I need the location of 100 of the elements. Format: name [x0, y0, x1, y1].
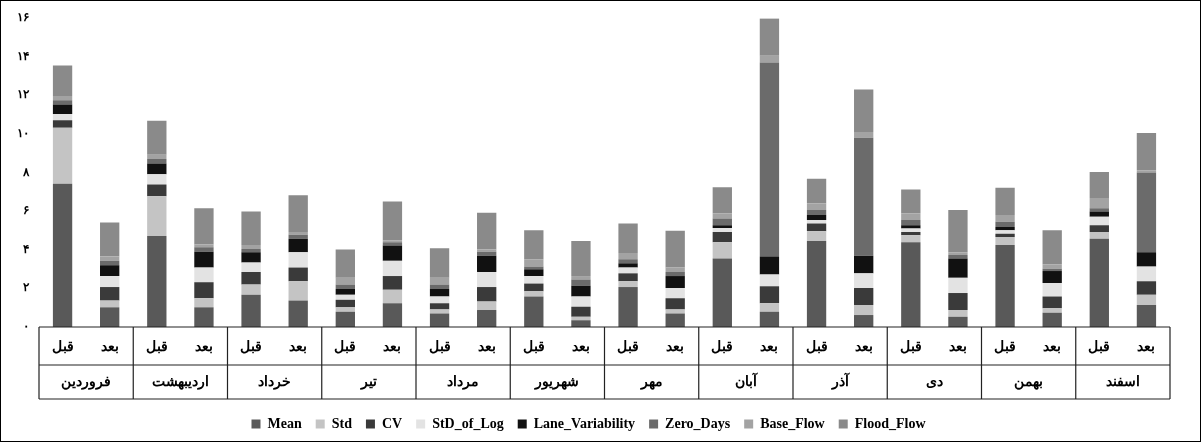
bar [241, 252, 261, 263]
bar [759, 18, 780, 56]
bar [477, 272, 497, 288]
bar [194, 267, 214, 283]
bar [241, 211, 261, 245]
bar [382, 289, 403, 304]
text: اسفند [1105, 373, 1140, 389]
bar [477, 301, 497, 311]
x-tick-label: قبل [240, 339, 263, 355]
bar [901, 220, 921, 226]
bar [995, 233, 1015, 238]
bar [1136, 266, 1157, 282]
bar [382, 201, 403, 241]
bar [995, 244, 1015, 327]
bar [1136, 172, 1157, 253]
text: آذر [830, 371, 850, 390]
bar [759, 286, 780, 304]
text: دی [925, 373, 943, 389]
bar [100, 265, 120, 277]
bar [1136, 252, 1157, 267]
bar [288, 281, 308, 301]
bar [712, 213, 732, 219]
bar [618, 263, 638, 268]
bar [100, 276, 120, 288]
bar [1136, 170, 1157, 173]
bar [665, 309, 685, 314]
x-tick-label: بعد [477, 339, 496, 355]
x-tick-label: بعد [854, 339, 873, 355]
bar [618, 281, 638, 288]
bar [1089, 172, 1109, 199]
bar [524, 291, 544, 297]
bar [1089, 208, 1109, 212]
legend-label: Mean [267, 415, 302, 431]
text: شهریور [534, 373, 580, 390]
bar [948, 277, 968, 294]
bar [995, 237, 1015, 245]
bar [524, 296, 544, 327]
bar [1042, 283, 1062, 297]
bar [147, 184, 167, 197]
bar [854, 89, 874, 132]
bar [477, 251, 497, 256]
bar [995, 215, 1015, 222]
bar [1042, 308, 1062, 313]
bar [1136, 281, 1157, 295]
x-tick-label: بعد [383, 339, 402, 355]
legend-label: CV [381, 415, 403, 431]
bar [901, 225, 921, 229]
text: مهر [639, 373, 663, 390]
bar [288, 238, 308, 253]
bar [854, 137, 874, 256]
bar [948, 293, 968, 311]
y-tick-label: ۸ [22, 164, 30, 179]
bar [948, 258, 968, 278]
bar [241, 294, 261, 327]
bar [948, 316, 968, 327]
x-tick-label: قبل [617, 339, 640, 355]
bar [712, 187, 732, 214]
bar [854, 273, 874, 289]
bar [759, 303, 780, 312]
bar [288, 195, 308, 233]
bar [100, 256, 120, 261]
bar [995, 187, 1015, 216]
bar [52, 114, 73, 121]
bar [995, 221, 1015, 228]
bar [806, 240, 827, 327]
bar [100, 222, 120, 257]
y-tick-label: ۴ [23, 241, 29, 256]
bar [948, 310, 968, 317]
bar [382, 303, 403, 327]
bar [1042, 230, 1062, 265]
y-tick-label: ۰ [23, 319, 29, 334]
x-tick-label: قبل [522, 339, 545, 355]
legend-label: StD_of_Log [432, 415, 504, 431]
bar [524, 269, 544, 277]
bar [335, 311, 355, 327]
bar [712, 242, 732, 259]
bar [52, 104, 73, 115]
text: تیر [359, 373, 377, 390]
bar [147, 196, 167, 237]
bar [571, 306, 591, 317]
x-tick-label: قبل [145, 339, 168, 355]
bar [618, 273, 638, 282]
bar [241, 262, 261, 272]
bar [759, 311, 780, 327]
y-tick-label: ۱۲ [17, 87, 30, 102]
bar [147, 236, 167, 327]
bar [194, 307, 214, 327]
bar [571, 240, 591, 277]
bar [665, 313, 685, 327]
bar [477, 310, 497, 327]
bar [1136, 133, 1157, 171]
bar [759, 274, 780, 287]
bar [194, 251, 214, 268]
bar [1089, 216, 1109, 226]
bar [854, 288, 874, 305]
bar [194, 247, 214, 252]
bar [665, 298, 685, 310]
bar [806, 210, 827, 216]
x-tick-label: قبل [805, 339, 828, 355]
bar [194, 298, 214, 308]
